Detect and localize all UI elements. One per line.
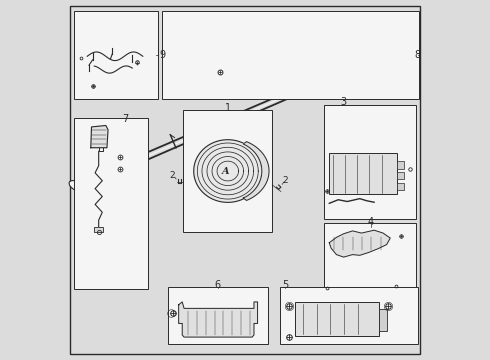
Text: 8: 8 — [415, 50, 421, 60]
Text: 2: 2 — [282, 176, 288, 185]
Text: 4: 4 — [368, 217, 373, 227]
Bar — [397, 183, 404, 190]
Text: 7: 7 — [122, 114, 128, 124]
Bar — [379, 309, 387, 330]
Text: A: A — [222, 167, 230, 176]
Bar — [183, 110, 272, 232]
Bar — [324, 223, 416, 293]
Text: 3: 3 — [341, 97, 347, 107]
Bar — [74, 12, 158, 99]
Bar — [280, 287, 418, 344]
Bar — [324, 105, 416, 220]
Ellipse shape — [69, 181, 86, 192]
Text: 1: 1 — [225, 103, 231, 113]
Bar — [162, 12, 419, 99]
Text: 6: 6 — [215, 280, 221, 290]
Bar — [397, 172, 404, 179]
Bar — [95, 226, 103, 231]
Bar — [168, 287, 268, 344]
Polygon shape — [91, 126, 108, 148]
Polygon shape — [179, 302, 258, 337]
Polygon shape — [329, 230, 390, 257]
Bar — [74, 118, 148, 289]
Bar — [397, 161, 404, 168]
Bar — [329, 153, 397, 194]
Text: 2: 2 — [170, 171, 175, 180]
Polygon shape — [194, 140, 262, 202]
Bar — [295, 302, 379, 336]
Polygon shape — [243, 141, 269, 201]
Text: 9: 9 — [160, 50, 166, 60]
Text: 5: 5 — [282, 280, 288, 290]
